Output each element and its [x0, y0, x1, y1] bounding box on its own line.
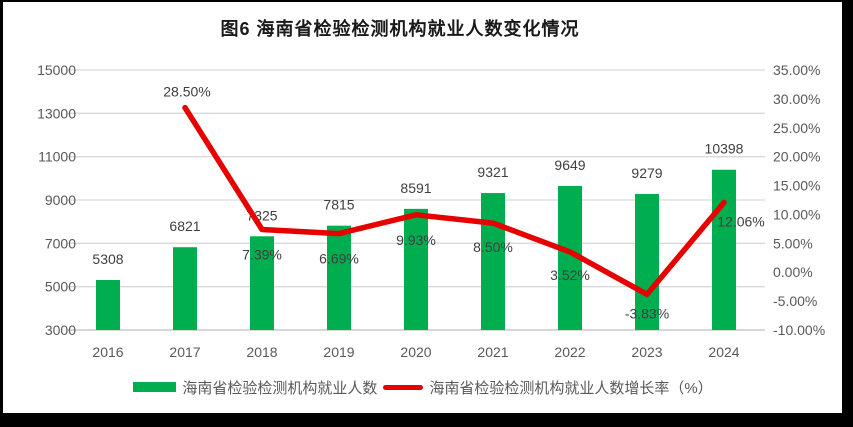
line-value-label: -3.83%: [625, 305, 669, 321]
left-axis-tick-label: 9000: [45, 192, 76, 208]
bar: [327, 225, 351, 330]
x-axis-label: 2024: [708, 344, 739, 360]
bar-value-label: 8591: [400, 180, 431, 196]
bar-value-label: 7815: [323, 197, 354, 213]
legend-label-growth: 海南省检验检测机构就业人数增长率（%）: [429, 379, 713, 397]
x-axis-label: 2019: [323, 344, 354, 360]
line-value-label: 8.50%: [473, 239, 513, 255]
legend: 海南省检验检测机构就业人数 海南省检验检测机构就业人数增长率（%）: [63, 376, 783, 398]
bar: [96, 279, 120, 330]
right-axis-tick-label: 5.00%: [773, 235, 813, 251]
legend-line-swatch: [383, 384, 424, 390]
x-axis-label: 2018: [246, 344, 277, 360]
right-axis-tick-label: -5.00%: [773, 293, 817, 309]
right-axis-tick-label: 0.00%: [773, 264, 813, 280]
x-axis-label: 2020: [400, 344, 431, 360]
right-axis-tick-label: 25.00%: [773, 120, 820, 136]
left-axis-tick-label: 3000: [45, 322, 76, 338]
right-axis-tick-label: 20.00%: [773, 149, 820, 165]
bar: [712, 169, 736, 330]
bar-value-label: 5308: [92, 251, 123, 267]
bar-value-label: 9321: [477, 164, 508, 180]
right-axis-tick-label: 15.00%: [773, 178, 820, 194]
line-value-label: 3.52%: [550, 267, 590, 283]
x-axis-label: 2017: [169, 344, 200, 360]
left-axis-tick-label: 7000: [45, 235, 76, 251]
bar: [481, 193, 505, 330]
line-value-label: 28.50%: [163, 84, 210, 100]
legend-item-employment: 海南省检验检测机构就业人数: [133, 377, 377, 398]
x-axis-label: 2022: [554, 344, 585, 360]
bar-value-label: 10398: [705, 141, 744, 157]
left-axis-tick-label: 13000: [37, 105, 76, 121]
bar-value-label: 9649: [554, 157, 585, 173]
growth-line: [182, 104, 727, 298]
chart-title: 图6 海南省检验检测机构就业人数变化情况: [220, 19, 580, 39]
left-axis-tick-label: 11000: [38, 149, 76, 165]
right-axis-tick-label: 35.00%: [773, 62, 820, 78]
bar-value-label: 6821: [169, 218, 200, 234]
x-axis-label: 2021: [477, 344, 508, 360]
left-axis-tick-label: 15000: [37, 62, 76, 78]
bar: [404, 208, 428, 330]
line-value-label: 12.06%: [717, 214, 764, 230]
bar: [250, 236, 274, 330]
bar: [635, 193, 659, 330]
line-value-label: 9.93%: [396, 232, 436, 248]
line-value-label: 7.39%: [242, 247, 282, 263]
legend-item-growth: 海南省检验检测机构就业人数增长率（%）: [383, 377, 713, 398]
bar-value-label: 9279: [631, 165, 662, 181]
right-axis-tick-label: 10.00%: [773, 206, 820, 222]
legend-bar-swatch: [133, 382, 177, 392]
line-value-label: 6.69%: [319, 251, 359, 267]
x-axis-label: 2023: [631, 344, 662, 360]
left-axis-tick-label: 5000: [45, 279, 76, 295]
legend-label-employment: 海南省检验检测机构就业人数: [182, 379, 378, 397]
right-axis-tick-label: -10.00%: [773, 322, 825, 338]
bar: [173, 247, 197, 330]
x-axis-label: 2016: [92, 344, 123, 360]
right-axis-tick-label: 30.00%: [773, 91, 820, 107]
chart-canvas: 图6 海南省检验检测机构就业人数变化情况 15000 13000 11000 9000…: [3, 2, 842, 413]
